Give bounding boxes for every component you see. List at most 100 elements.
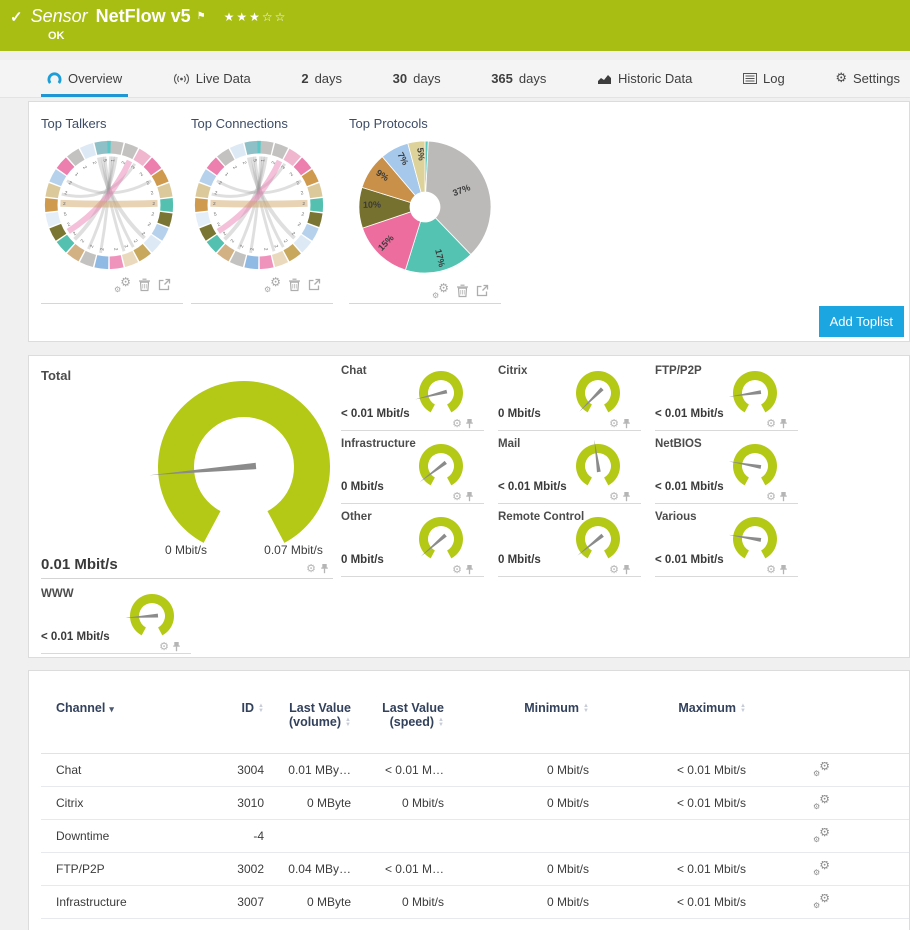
channel-settings-button[interactable]: ⚙ ⚙ — [813, 893, 830, 910]
svg-text:2: 2 — [80, 238, 87, 244]
settings-gear-icon[interactable]: ⚙ — [609, 562, 619, 576]
channel-name: Citrix — [56, 796, 84, 810]
settings-gear-icon[interactable]: ⚙ — [609, 416, 619, 430]
svg-text:2: 2 — [280, 165, 287, 171]
svg-text:2: 2 — [239, 244, 246, 249]
settings-gear-icon[interactable]: ⚙ — [609, 489, 619, 503]
channel-settings-button[interactable]: ⚙ ⚙ — [813, 794, 830, 811]
add-toplist-button[interactable]: Add Toplist — [818, 306, 904, 337]
channel-settings-button[interactable]: ⚙ ⚙ — [813, 761, 830, 778]
svg-text:2: 2 — [64, 190, 68, 197]
gauge — [726, 512, 784, 566]
svg-text:2: 2 — [295, 180, 300, 187]
svg-text:2: 2 — [132, 238, 139, 244]
column-header-last-value[interactable]: Last Value (volume) ▲ ▼ — [288, 701, 351, 729]
tab-2-days[interactable]: 2 days — [299, 60, 344, 97]
tab-settings[interactable]: ⚙ Settings — [833, 60, 902, 97]
pin-icon[interactable] — [622, 564, 631, 575]
settings-gear-icon[interactable]: ⚙ — [766, 416, 776, 430]
settings-gear-icon[interactable]: ⚙ — [766, 489, 776, 503]
gauge-icon — [47, 72, 62, 85]
tab-live-data[interactable]: Live Data — [171, 60, 253, 97]
pin-icon[interactable] — [465, 418, 474, 429]
channel-settings-button[interactable]: ⚙ ⚙ — [813, 860, 830, 877]
pin-icon[interactable] — [779, 418, 788, 429]
tab-number: 2 — [301, 71, 309, 86]
delete-icon[interactable] — [288, 278, 301, 292]
pin-icon[interactable] — [465, 564, 474, 575]
gauge — [412, 366, 470, 420]
pin-icon[interactable] — [465, 491, 474, 502]
gauge — [569, 512, 627, 566]
last-value-speed: 0 Mbit/s — [401, 895, 444, 909]
gauge-cell-various: Various < 0.01 Mbit/s ⚙ — [655, 506, 798, 577]
sort-icon: ▲ ▼ — [740, 702, 746, 714]
gauge-cell-label: NetBIOS — [655, 438, 702, 450]
svg-text:5%: 5% — [415, 147, 427, 161]
priority-stars[interactable]: ★★★☆☆ — [223, 9, 288, 24]
channel-settings-button[interactable]: ⚙ ⚙ — [813, 827, 830, 844]
settings-gear-icon[interactable]: ⚙ — [306, 561, 316, 575]
open-external-icon[interactable] — [308, 278, 321, 291]
sensor-type-label: Sensor — [30, 6, 88, 26]
tab-overview[interactable]: Overview — [40, 60, 129, 97]
pin-icon[interactable] — [622, 418, 631, 429]
settings-gear-icon[interactable]: ⚙ — [452, 489, 462, 503]
pin-icon[interactable] — [320, 563, 329, 574]
delete-icon[interactable] — [456, 284, 469, 298]
column-header-id[interactable]: ID ▲ ▼ — [241, 701, 264, 715]
pin-icon[interactable] — [172, 641, 181, 652]
gauge-cell-toolbar: ⚙ — [766, 418, 788, 429]
svg-text:2: 2 — [272, 244, 279, 249]
last-value-speed: < 0.01 M… — [384, 862, 444, 876]
gauge-cell-ftp-p2p: FTP/P2P < 0.01 Mbit/s ⚙ — [655, 360, 798, 431]
toplist-toolbar: ⚙ ⚙ — [41, 275, 183, 295]
tab-365-days[interactable]: 365 days — [489, 60, 548, 97]
toplist-toolbar: ⚙ ⚙ — [191, 275, 333, 295]
svg-text:2: 2 — [230, 238, 237, 244]
tab-historic-data[interactable]: Historic Data — [595, 60, 694, 97]
settings-gear-icon[interactable]: ⚙ — [452, 562, 462, 576]
table-row: Chat 3004 0.01 MBy… < 0.01 M… 0 Mbit/s < 0.01… — [41, 754, 909, 787]
last-value-speed: < 0.01 M… — [384, 763, 444, 777]
svg-text:2: 2 — [146, 222, 151, 229]
column-header-minimum[interactable]: Minimum ▲ ▼ — [524, 701, 589, 715]
pin-icon[interactable] — [622, 491, 631, 502]
last-value-volume: 0.04 MBy… — [288, 862, 351, 876]
settings-gear-icon[interactable]: ⚙ — [452, 416, 462, 430]
tab-log[interactable]: Log — [741, 60, 787, 97]
settings-gears-icon[interactable]: ⚙ ⚙ — [432, 280, 449, 300]
pin-icon[interactable] — [779, 491, 788, 502]
svg-text:2: 2 — [91, 161, 98, 166]
column-header-channel[interactable]: Channel ▾ — [56, 701, 114, 715]
open-external-icon[interactable] — [158, 278, 171, 291]
sort-icon: ▲ ▼ — [583, 702, 589, 714]
minimum-value: 0 Mbit/s — [546, 796, 589, 810]
toplist-panel: Top Talkers 1 2 2 2 2 2 2 2 2 2 2 2 2 2 2 2 2 2 5 2 2 2 1 2 2 5 ⚙ ⚙ — [41, 116, 183, 304]
open-external-icon[interactable] — [476, 284, 489, 297]
svg-text:2: 2 — [271, 160, 278, 165]
pin-icon[interactable] — [779, 564, 788, 575]
channel-id: 3002 — [237, 862, 264, 876]
gauge — [123, 589, 181, 643]
tab-30-days[interactable]: 30 days — [391, 60, 443, 97]
column-header-maximum[interactable]: Maximum ▲ ▼ — [678, 701, 746, 715]
toplist-panel: Top Protocols 37% 17% 15% 10% 9% 7% 5% ⚙ ⚙ — [349, 116, 501, 304]
maximum-value: < 0.01 Mbit/s — [676, 895, 746, 909]
total-value: 0.01 Mbit/s — [41, 556, 118, 573]
tab-label: Settings — [852, 71, 900, 86]
tab-label: Overview — [68, 71, 123, 86]
delete-icon[interactable] — [138, 278, 151, 292]
settings-gear-icon[interactable]: ⚙ — [159, 639, 169, 653]
sort-desc-icon: ▾ — [109, 704, 114, 714]
settings-gear-icon[interactable]: ⚙ — [766, 562, 776, 576]
settings-gears-icon[interactable]: ⚙ ⚙ — [264, 274, 281, 294]
column-header-last-value[interactable]: Last Value (speed) ▲ ▼ — [382, 701, 444, 729]
svg-text:2: 2 — [72, 231, 78, 237]
top-protocols-chart: 37% 17% 15% 10% 9% 7% 5% — [349, 135, 501, 281]
gauge-cell-infrastructure: Infrastructure 0 Mbit/s ⚙ — [341, 433, 484, 504]
tab-label: Historic Data — [617, 71, 693, 86]
svg-text:2: 2 — [139, 171, 145, 177]
settings-gears-icon[interactable]: ⚙ ⚙ — [114, 274, 131, 294]
